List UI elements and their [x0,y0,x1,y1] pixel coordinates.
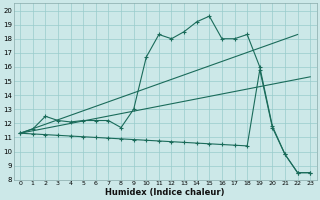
X-axis label: Humidex (Indice chaleur): Humidex (Indice chaleur) [106,188,225,197]
